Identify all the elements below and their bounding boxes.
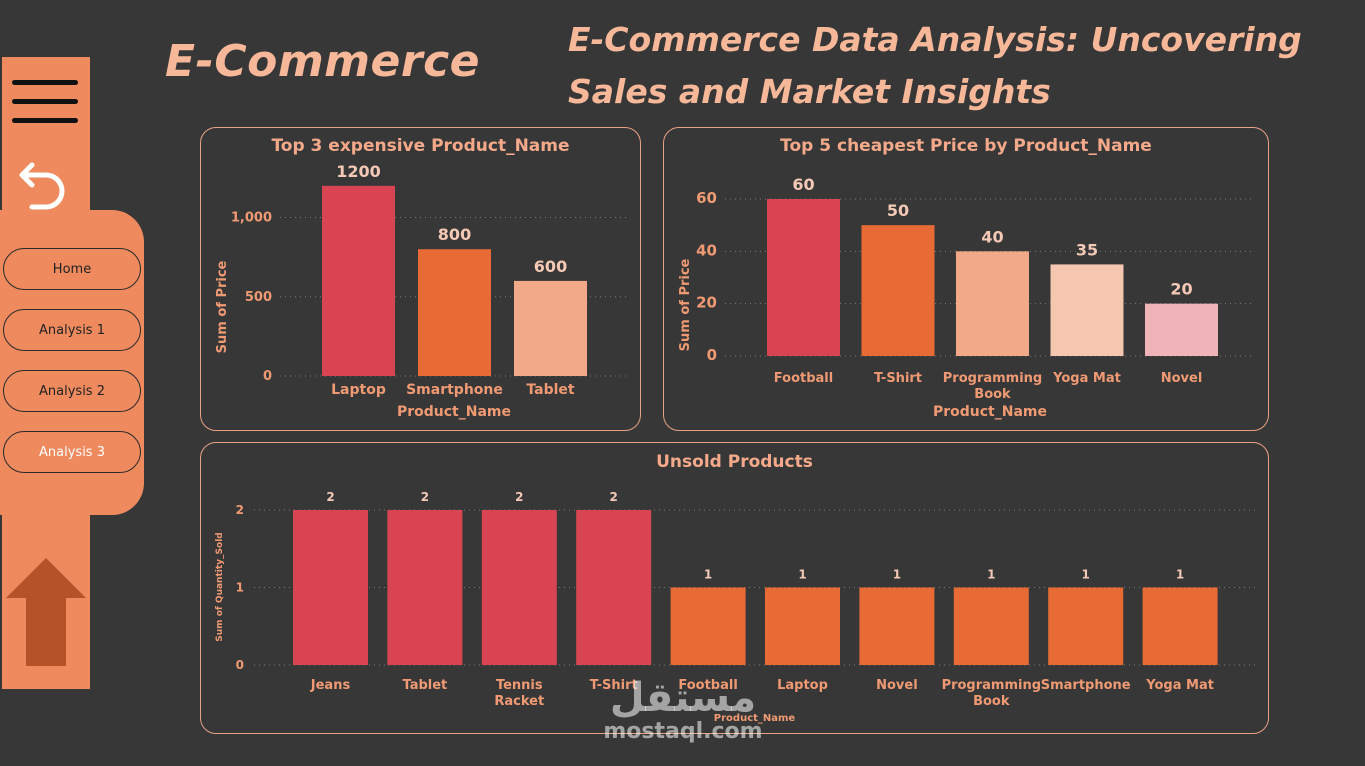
y-tick-label: 0 [263, 369, 272, 384]
x-tick-label: Novel [876, 678, 918, 693]
data-label: 2 [421, 490, 429, 504]
bar [322, 185, 395, 376]
bar [293, 510, 368, 665]
bar [576, 510, 652, 665]
x-tick-label: Tablet [403, 678, 448, 693]
brand-logo-text: E-Commerce [165, 36, 480, 87]
watermark: مستقل mostaql.com [598, 676, 768, 744]
nav-home-button[interactable]: Home [3, 248, 141, 290]
bar [953, 587, 1029, 665]
y-tick-label: 1,000 [231, 211, 272, 226]
chart-title: Top 5 cheapest Price by Product_Name [780, 136, 1152, 156]
x-axis-title: Product_Name [397, 404, 511, 420]
bar [767, 199, 840, 356]
bar [1145, 303, 1218, 356]
x-tick-label: Laptop [777, 678, 828, 693]
nav-analysis-1-button[interactable]: Analysis 1 [3, 309, 141, 351]
y-tick-label: 40 [696, 241, 717, 259]
data-label: 1 [704, 568, 712, 582]
data-label: 35 [1076, 240, 1098, 259]
y-tick-label: 0 [236, 658, 244, 672]
x-tick-label: Programming Book [943, 371, 1042, 402]
nav-analysis-2-button[interactable]: Analysis 2 [3, 370, 141, 412]
chart-expensive: 0 500 1,000 1200 Laptop 800 Smartphone 600 Table… [215, 162, 628, 420]
nav-analysis-3-button[interactable]: Analysis 3 [3, 431, 141, 473]
up-arrow-icon[interactable] [6, 558, 86, 668]
chart-cheapest: 0 20 40 60 60 Football 50 T-Shirt 40 Programming B… [678, 175, 1255, 420]
data-label: 1 [987, 568, 995, 582]
bar [1142, 587, 1218, 665]
y-axis-title: Sum of Price [678, 258, 693, 351]
y-tick-label: 500 [245, 290, 272, 305]
y-tick-label: 60 [696, 189, 717, 207]
x-tick-label: Yoga Mat [1052, 371, 1121, 386]
x-tick-label: Football [678, 678, 737, 693]
x-tick-label: Jeans [310, 678, 351, 693]
chart-panel-cheapest: Top 5 cheapest Price by Product_Name [663, 127, 1269, 431]
y-tick-label: 20 [696, 294, 717, 312]
bar [861, 225, 935, 356]
chart-unsold: 0 1 2 2 Jeans 2 Tablet 2 Tennis Racket 2 T-Shirt 1 Fo… [215, 490, 1255, 724]
bar [481, 510, 557, 665]
chart-title: Unsold Products [656, 452, 813, 472]
data-label: 1200 [336, 162, 381, 181]
data-label: 2 [326, 490, 334, 504]
x-axis-title: Product_Name [933, 404, 1047, 420]
x-tick-label: Yoga Mat [1145, 678, 1214, 693]
data-label: 1 [798, 568, 806, 582]
bar [765, 587, 840, 665]
y-tick-label: 0 [707, 346, 717, 364]
data-label: 1 [893, 568, 901, 582]
data-label: 40 [981, 227, 1003, 246]
y-tick-label: 2 [236, 503, 244, 517]
chart-panel-expensive: Top 3 expensive Product_Name [200, 127, 641, 431]
chart-panel-unsold: Unsold Products [200, 442, 1269, 734]
data-label: 600 [534, 257, 567, 276]
x-tick-label: Laptop [331, 382, 386, 398]
bar [418, 249, 491, 376]
back-arrow-icon[interactable] [18, 155, 70, 211]
y-axis-title: Sum of Price [215, 260, 230, 353]
bar [859, 587, 935, 665]
bar [1048, 587, 1124, 665]
bar [670, 587, 746, 665]
x-tick-label: T-Shirt [874, 371, 922, 386]
data-label: 2 [610, 490, 618, 504]
x-tick-label: Novel [1161, 371, 1203, 386]
x-tick-label: Football [774, 371, 833, 386]
page-title: E-Commerce Data Analysis: Uncovering Sal… [568, 20, 1302, 111]
data-label: 2 [515, 490, 523, 504]
x-tick-label: Tennis Racket [494, 678, 544, 709]
x-tick-label: Smartphone [1041, 678, 1131, 693]
bar [514, 280, 587, 376]
data-label: 60 [792, 175, 814, 194]
bar [956, 251, 1029, 356]
y-axis-title: Sum of Quantity_Sold [215, 532, 225, 641]
data-label: 800 [438, 225, 471, 244]
watermark-arabic: مستقل [609, 675, 757, 721]
bar [387, 510, 463, 665]
watermark-latin: mostaql.com [603, 719, 763, 744]
x-tick-label: Programming Book [942, 678, 1041, 709]
x-tick-label: Tablet [526, 382, 575, 398]
x-axis-title: Product_Name [714, 713, 796, 724]
menu-icon[interactable] [12, 80, 78, 126]
x-tick-label: T-Shirt [590, 678, 638, 693]
data-label: 20 [1170, 280, 1192, 299]
x-tick-label: Smartphone [406, 382, 503, 398]
chart-title: Top 3 expensive Product_Name [271, 136, 570, 156]
data-label: 1 [1176, 568, 1184, 582]
data-label: 1 [1082, 568, 1090, 582]
y-tick-label: 1 [236, 581, 244, 595]
bar [1050, 264, 1124, 356]
data-label: 50 [887, 201, 909, 220]
